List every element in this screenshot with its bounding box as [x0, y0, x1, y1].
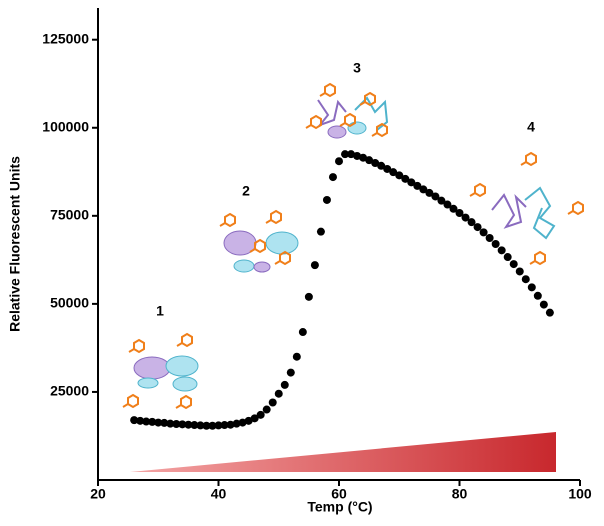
annotation: 2 [242, 183, 250, 199]
x-tick-label: 40 [211, 486, 227, 502]
data-point [359, 153, 368, 162]
y-tick-label: 100000 [42, 118, 89, 134]
data-point [443, 200, 452, 209]
data-point [539, 300, 548, 309]
data-point [335, 157, 343, 166]
data-point [413, 181, 422, 190]
x-tick-label: 60 [331, 486, 347, 502]
x-tick-label: 20 [90, 486, 106, 502]
protein-icon [219, 210, 299, 273]
data-point [371, 158, 380, 167]
data-point [298, 328, 307, 337]
data-point [383, 164, 392, 173]
annotation: 3 [353, 60, 361, 76]
y-tick-label: 50000 [50, 295, 89, 311]
data-point [485, 234, 494, 243]
data-point [208, 421, 217, 430]
data-point [431, 192, 440, 201]
data-point [467, 218, 476, 227]
data-point [136, 416, 145, 425]
data-point [533, 291, 542, 300]
data-point [491, 240, 500, 248]
data-point [154, 418, 163, 427]
data-point [461, 213, 470, 222]
data-point [202, 421, 211, 430]
data-point [503, 253, 512, 262]
data-point [226, 420, 235, 429]
data-point [262, 405, 271, 414]
data-point [244, 416, 253, 425]
data-point [473, 223, 482, 232]
data-point [449, 204, 458, 213]
data-point [196, 421, 205, 430]
temperature-ramp [130, 432, 556, 472]
data-point [142, 417, 151, 426]
data-point [256, 410, 265, 419]
data-point [395, 171, 404, 180]
data-point [401, 174, 410, 183]
y-axis-title: Relative Fluorescent Units [7, 156, 23, 332]
data-point [250, 414, 259, 423]
data-point [166, 419, 175, 428]
data-point [220, 421, 229, 430]
annotation: 1 [156, 303, 164, 319]
x-axis-title: Temp (°C) [307, 499, 372, 515]
data-point [455, 209, 464, 218]
data-point [160, 418, 169, 427]
data-point [130, 416, 139, 425]
data-point [280, 380, 289, 389]
data-point [389, 168, 398, 177]
data-point [479, 228, 488, 237]
data-point [407, 178, 416, 187]
data-point [365, 156, 374, 165]
data-point [497, 246, 506, 255]
y-tick-label: 75000 [50, 207, 89, 223]
data-point [214, 421, 223, 430]
data-point [268, 398, 277, 407]
data-point [437, 196, 446, 205]
data-point [328, 173, 337, 182]
data-point [527, 283, 536, 292]
data-point [184, 420, 193, 429]
data-point [232, 419, 241, 428]
annotation: 4 [527, 119, 535, 135]
data-point [515, 267, 524, 276]
data-point [419, 185, 428, 194]
data-point [316, 227, 325, 236]
data-point [310, 261, 319, 270]
data-point [341, 150, 350, 159]
data-point [353, 151, 362, 160]
data-point [521, 275, 530, 284]
data-point [425, 188, 434, 197]
data-point [274, 389, 283, 398]
protein-icon [122, 333, 199, 409]
data-point [322, 195, 331, 204]
data-point [286, 368, 295, 377]
protein-icon [469, 152, 584, 265]
data-point [148, 417, 157, 426]
data-point [347, 150, 356, 159]
y-tick-label: 125000 [42, 30, 89, 46]
data-point [238, 418, 247, 427]
y-tick-label: 25000 [50, 383, 89, 399]
protein-icon [305, 83, 389, 139]
data-point [172, 419, 181, 428]
x-tick-label: 100 [568, 486, 592, 502]
data-point [304, 292, 313, 301]
data-point [509, 260, 518, 269]
data-point [292, 352, 301, 361]
data-point [190, 421, 199, 430]
x-tick-label: 80 [452, 486, 468, 502]
data-point [178, 420, 187, 429]
data-point [377, 161, 386, 170]
data-point [545, 308, 554, 317]
